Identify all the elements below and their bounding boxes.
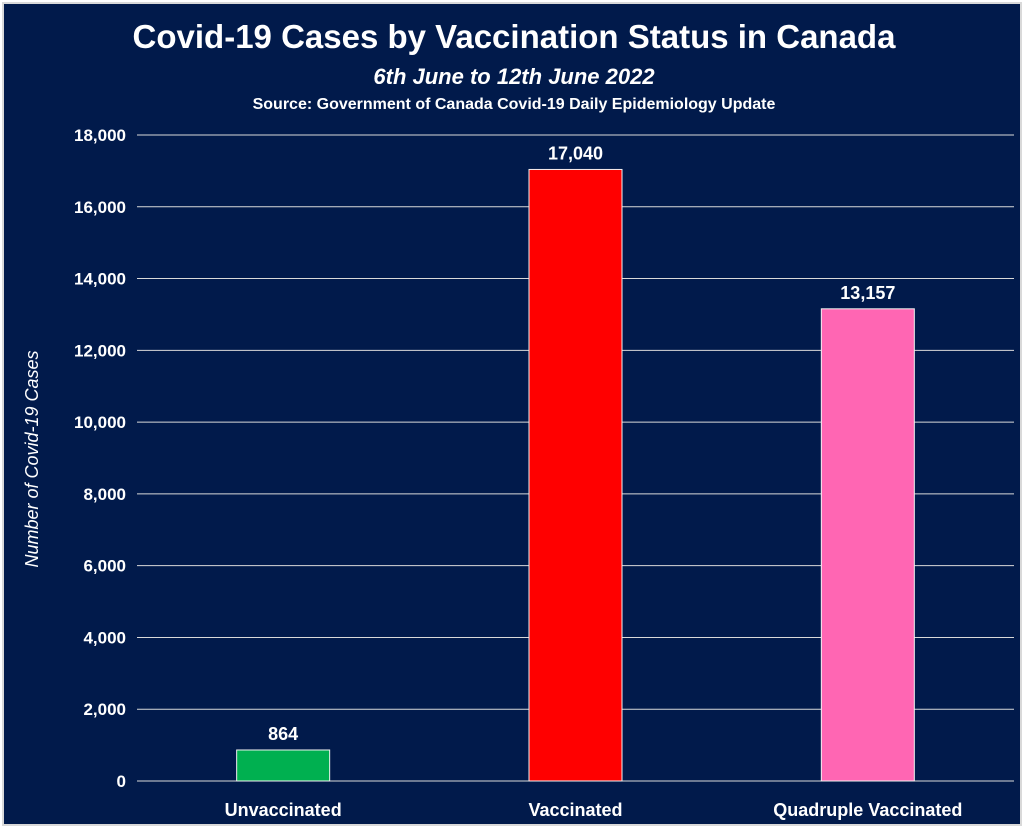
chart-title: Covid-19 Cases by Vaccination Status in …: [132, 18, 896, 55]
bar-quadruple-vaccinated: [820, 308, 915, 782]
x-category-label: Quadruple Vaccinated: [773, 800, 962, 820]
y-tick-label: 12,000: [74, 341, 126, 360]
data-label: 864: [268, 724, 298, 744]
bars: [236, 168, 915, 782]
y-axis-label: Number of Covid-19 Cases: [22, 350, 42, 567]
x-category-label: Vaccinated: [528, 800, 622, 820]
y-tick-label: 14,000: [74, 270, 126, 289]
bar-chart-plot: 0 2,000 4,000 6,000 8,000 10,000 12,000 14,000 1…: [22, 126, 1014, 820]
y-axis-ticks: 0 2,000 4,000 6,000 8,000 10,000 12,000 14,000 1…: [74, 126, 126, 791]
x-category-label: Unvaccinated: [225, 800, 342, 820]
y-tick-label: 0: [117, 772, 126, 791]
x-axis-categories: Unvaccinated Vaccinated Quadruple Vaccinat…: [225, 800, 963, 820]
y-tick-label: 6,000: [83, 557, 126, 576]
bar-vaccinated: [528, 168, 623, 782]
y-tick-label: 4,000: [83, 628, 126, 647]
chart-source: Source: Government of Canada Covid-19 Da…: [252, 96, 776, 113]
y-tick-label: 10,000: [74, 413, 126, 432]
data-label: 13,157: [840, 283, 895, 303]
data-labels: 864 17,040 13,157: [268, 143, 895, 744]
y-tick-label: 8,000: [83, 485, 126, 504]
y-tick-label: 18,000: [74, 126, 126, 145]
bar-unvaccinated: [236, 749, 331, 782]
y-tick-label: 16,000: [74, 198, 126, 217]
y-tick-label: 2,000: [83, 700, 126, 719]
chart-subtitle: 6th June to 12th June 2022: [373, 64, 655, 89]
data-label: 17,040: [548, 143, 603, 163]
